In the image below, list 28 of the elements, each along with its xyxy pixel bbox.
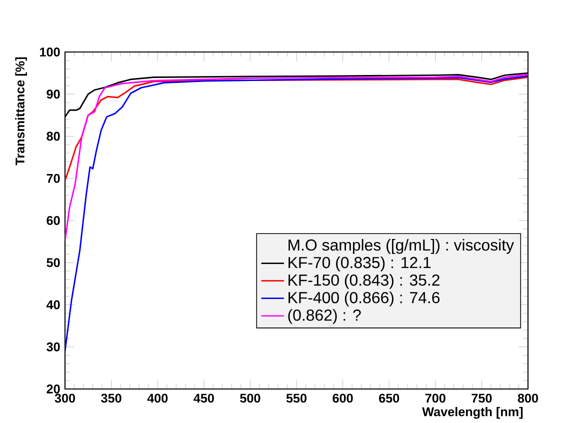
legend-label: KF-400 (0.866) : 74.6 xyxy=(288,291,440,306)
x-axis-title: Wavelength [nm] xyxy=(422,406,523,419)
legend-label: (0.862) : ? xyxy=(288,308,361,324)
y-tick-label: 60 xyxy=(46,216,60,225)
y-tick-label: 100 xyxy=(40,47,60,56)
x-tick-label: 500 xyxy=(240,394,260,403)
legend-label: KF-150 (0.843) : 35.2 xyxy=(288,274,440,289)
y-tick-label: 20 xyxy=(46,384,60,394)
y-tick-label: 50 xyxy=(46,258,60,267)
y-tick-label: 80 xyxy=(46,132,60,141)
line-series xyxy=(65,75,528,352)
y-tick-label: 40 xyxy=(46,300,60,310)
y-tick-label: 70 xyxy=(46,174,60,183)
x-tick-label: 300 xyxy=(54,394,76,403)
x-tick-label: 350 xyxy=(101,394,122,403)
x-tick-label: 400 xyxy=(147,394,168,403)
x-tick-label: 600 xyxy=(332,394,353,403)
legend-title: M.O samples ([g/mL]) : viscosity xyxy=(288,238,514,254)
x-tick-label: 450 xyxy=(194,394,214,403)
x-tick-label: 650 xyxy=(379,394,400,403)
legend-label: KF-70 (0.835) : 12.1 xyxy=(288,256,431,272)
x-tick-label: 750 xyxy=(472,394,492,403)
y-axis-title: Transmittance [%] xyxy=(15,57,27,166)
y-tick-label: 30 xyxy=(46,342,60,352)
x-tick-label: 550 xyxy=(286,394,307,403)
y-tick-label: 90 xyxy=(46,90,60,98)
x-tick-label: 700 xyxy=(425,394,446,403)
x-tick-label: 800 xyxy=(518,394,538,403)
